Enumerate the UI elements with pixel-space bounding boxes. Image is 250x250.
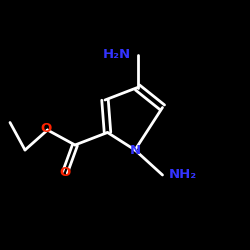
Text: O: O bbox=[40, 122, 52, 135]
Text: O: O bbox=[60, 166, 71, 179]
Text: H₂N: H₂N bbox=[103, 48, 131, 62]
Text: NH₂: NH₂ bbox=[169, 168, 197, 181]
Text: N: N bbox=[130, 144, 140, 156]
